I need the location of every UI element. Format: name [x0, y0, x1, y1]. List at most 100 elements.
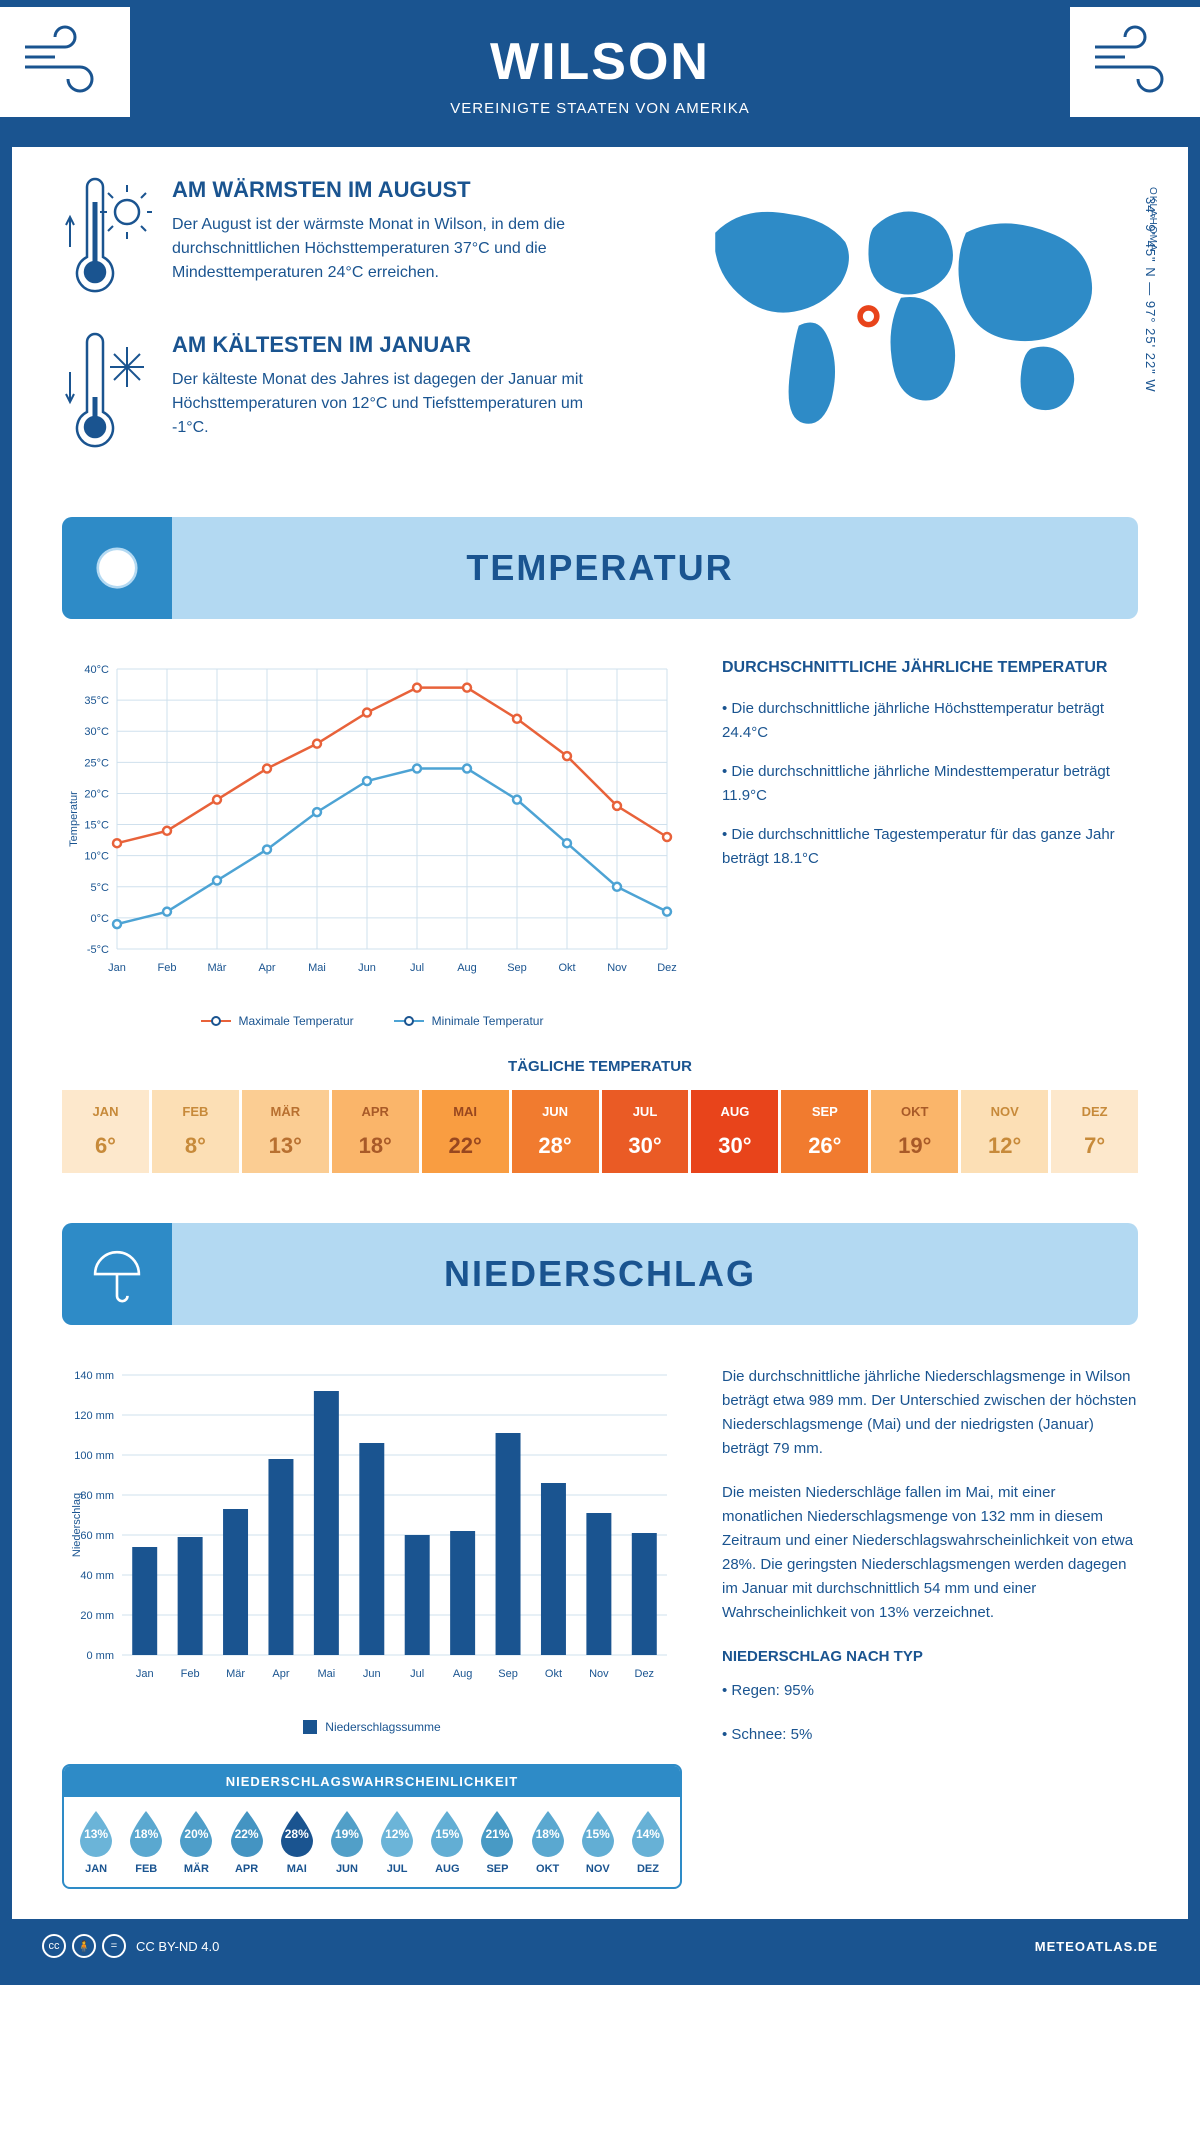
svg-text:Apr: Apr	[258, 962, 275, 974]
svg-text:30°C: 30°C	[84, 726, 109, 738]
svg-text:10°C: 10°C	[84, 851, 109, 863]
temp-cell: FEB8°	[152, 1090, 239, 1173]
daily-temp-heading: TÄGLICHE TEMPERATUR	[62, 1058, 1138, 1075]
svg-text:Feb: Feb	[158, 962, 177, 974]
svg-text:Niederschlag: Niederschlag	[71, 1493, 83, 1557]
svg-text:Jun: Jun	[358, 962, 376, 974]
svg-text:Aug: Aug	[453, 1668, 473, 1680]
nd-icon: =	[102, 1934, 126, 1958]
svg-text:Sep: Sep	[507, 962, 527, 974]
section-title-temp: TEMPERATUR	[62, 547, 1138, 589]
temp-cell: JAN6°	[62, 1090, 149, 1173]
daily-temp-table: TÄGLICHE TEMPERATUR JAN6°FEB8°MÄR13°APR1…	[62, 1058, 1138, 1173]
temp-cell: SEP26°	[781, 1090, 868, 1173]
prob-cell: 20%MÄR	[172, 1809, 220, 1875]
svg-text:Okt: Okt	[545, 1668, 562, 1680]
svg-text:Mai: Mai	[318, 1668, 336, 1680]
svg-text:Feb: Feb	[181, 1668, 200, 1680]
svg-text:Dez: Dez	[657, 962, 677, 974]
prob-cell: 18%OKT	[524, 1809, 572, 1875]
svg-text:Mär: Mär	[208, 962, 227, 974]
svg-text:Jul: Jul	[410, 962, 424, 974]
svg-text:Jan: Jan	[108, 962, 126, 974]
site-name: METEOATLAS.DE	[1035, 1939, 1158, 1954]
thermometer-cold-icon	[62, 332, 152, 457]
precip-type-heading: NIEDERSCHLAG NACH TYP	[722, 1645, 1138, 1669]
cc-icon: cc	[42, 1934, 66, 1958]
fact-warm-title: AM WÄRMSTEN IM AUGUST	[172, 177, 605, 203]
svg-text:-5°C: -5°C	[87, 944, 109, 956]
svg-text:Aug: Aug	[457, 962, 477, 974]
fact-warm-text: Der August ist der wärmste Monat in Wils…	[172, 213, 605, 285]
svg-text:35°C: 35°C	[84, 695, 109, 707]
temp-legend: Maximale Temperatur Minimale Temperatur	[62, 1014, 682, 1028]
temp-info: DURCHSCHNITTLICHE JÄHRLICHE TEMPERATUR •…	[722, 659, 1138, 1028]
svg-text:0°C: 0°C	[91, 913, 110, 925]
svg-text:5°C: 5°C	[91, 882, 110, 894]
svg-text:0 mm: 0 mm	[87, 1650, 115, 1662]
svg-text:40°C: 40°C	[84, 664, 109, 676]
temp-cell: MAI22°	[422, 1090, 509, 1173]
svg-text:Jun: Jun	[363, 1668, 381, 1680]
svg-text:140 mm: 140 mm	[74, 1370, 114, 1382]
temp-cell: APR18°	[332, 1090, 419, 1173]
fact-cold-text: Der kälteste Monat des Jahres ist dagege…	[172, 368, 605, 440]
page-title: WILSON	[12, 32, 1188, 92]
svg-text:Nov: Nov	[607, 962, 627, 974]
prob-cell: 28%MAI	[273, 1809, 321, 1875]
svg-text:Jul: Jul	[410, 1668, 424, 1680]
prob-cell: 19%JUN	[323, 1809, 371, 1875]
section-banner-temp: TEMPERATUR	[62, 517, 1138, 619]
svg-text:Apr: Apr	[272, 1668, 289, 1680]
footer: cc 🧍 = CC BY-ND 4.0 METEOATLAS.DE	[12, 1919, 1188, 1973]
svg-text:100 mm: 100 mm	[74, 1450, 114, 1462]
svg-text:15°C: 15°C	[84, 820, 109, 832]
infographic-frame: WILSON VEREINIGTE STAATEN VON AMERIKA AM…	[0, 0, 1200, 1985]
temp-cell: AUG30°	[691, 1090, 778, 1173]
svg-text:20°C: 20°C	[84, 788, 109, 800]
temp-cell: JUN28°	[512, 1090, 599, 1173]
svg-text:25°C: 25°C	[84, 757, 109, 769]
temperature-line-chart: -5°C 0°C 5°C 10°C 15°C 20°C 25°C 30°C 35°C 40°C Ja…	[62, 659, 682, 1028]
wind-icon-left	[0, 7, 130, 117]
world-map: OKLAHOMA 34° 9' 45" N — 97° 25' 22" W	[645, 177, 1138, 487]
prob-cell: 12%JUL	[373, 1809, 421, 1875]
section-banner-precip: NIEDERSCHLAG	[62, 1223, 1138, 1325]
prob-cell: 18%FEB	[122, 1809, 170, 1875]
precip-probability-box: NIEDERSCHLAGSWAHRSCHEINLICHKEIT 13%JAN18…	[62, 1764, 682, 1889]
prob-cell: 21%SEP	[473, 1809, 521, 1875]
svg-text:80 mm: 80 mm	[80, 1490, 114, 1502]
svg-text:Sep: Sep	[498, 1668, 518, 1680]
sun-icon	[62, 517, 172, 619]
fact-warmest: AM WÄRMSTEN IM AUGUST Der August ist der…	[62, 177, 605, 302]
temp-info-heading: DURCHSCHNITTLICHE JÄHRLICHE TEMPERATUR	[722, 659, 1138, 677]
prob-cell: 13%JAN	[72, 1809, 120, 1875]
svg-text:60 mm: 60 mm	[80, 1530, 114, 1542]
prob-cell: 15%AUG	[423, 1809, 471, 1875]
temp-cell: OKT19°	[871, 1090, 958, 1173]
svg-text:Mai: Mai	[308, 962, 326, 974]
prob-cell: 15%NOV	[574, 1809, 622, 1875]
map-marker	[860, 308, 877, 325]
coordinates: 34° 9' 45" N — 97° 25' 22" W	[1143, 197, 1158, 393]
wind-icon-right	[1070, 7, 1200, 117]
svg-text:40 mm: 40 mm	[80, 1570, 114, 1582]
svg-text:Temperatur: Temperatur	[68, 791, 80, 847]
svg-text:120 mm: 120 mm	[74, 1410, 114, 1422]
section-title-precip: NIEDERSCHLAG	[62, 1253, 1138, 1295]
svg-text:Okt: Okt	[558, 962, 575, 974]
license: cc 🧍 = CC BY-ND 4.0	[42, 1934, 219, 1958]
svg-text:Dez: Dez	[635, 1668, 655, 1680]
precip-legend: Niederschlagssumme	[62, 1720, 682, 1734]
temp-cell: MÄR13°	[242, 1090, 329, 1173]
precipitation-bar-chart: 0 mm20 mm40 mm60 mm80 mm100 mm120 mm140 …	[62, 1365, 682, 1734]
thermometer-hot-icon	[62, 177, 152, 302]
temp-cell: NOV12°	[961, 1090, 1048, 1173]
svg-text:Nov: Nov	[589, 1668, 609, 1680]
prob-cell: 22%APR	[223, 1809, 271, 1875]
temp-cell: JUL30°	[602, 1090, 689, 1173]
fact-coldest: AM KÄLTESTEN IM JANUAR Der kälteste Mona…	[62, 332, 605, 457]
prob-heading: NIEDERSCHLAGSWAHRSCHEINLICHKEIT	[64, 1766, 680, 1797]
by-icon: 🧍	[72, 1934, 96, 1958]
prob-cell: 14%DEZ	[624, 1809, 672, 1875]
